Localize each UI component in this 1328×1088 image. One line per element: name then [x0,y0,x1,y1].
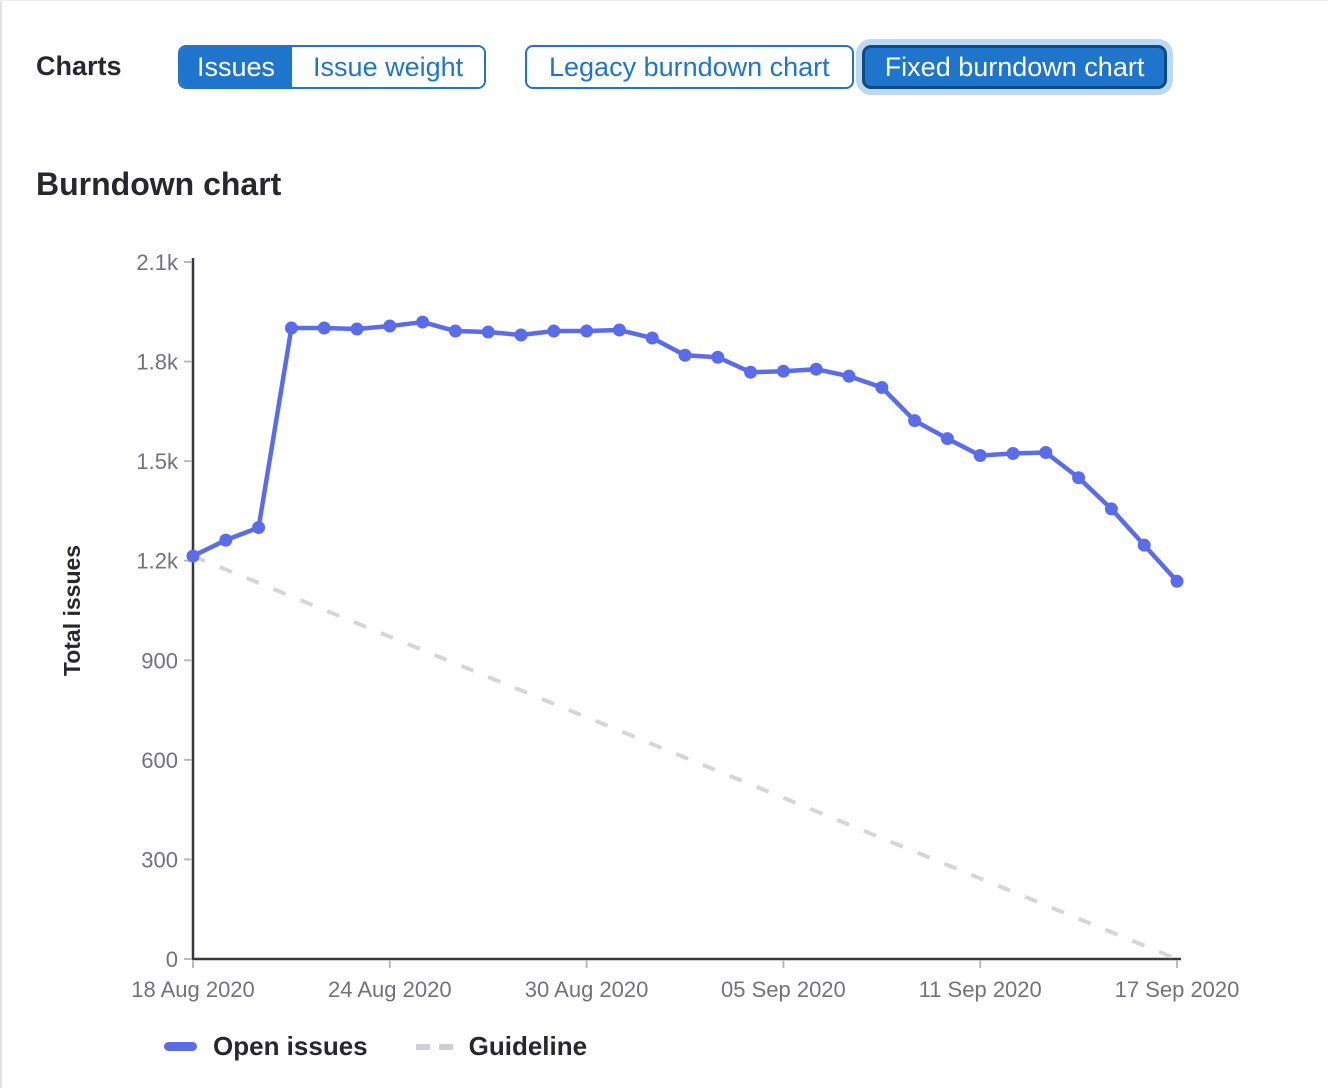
x-tick-label: 18 Aug 2020 [131,977,255,1002]
y-tick-label: 300 [141,847,178,872]
page-left-border [0,0,2,1088]
x-tick-label: 11 Sep 2020 [919,977,1042,1002]
legend-item-guideline[interactable]: Guideline [415,1031,588,1062]
open-issues-point[interactable] [711,350,725,364]
open-issues-point[interactable] [612,323,626,337]
guideline-line [192,554,1178,961]
x-tick-label: 17 Sep 2020 [1115,977,1240,1002]
open-issues-point[interactable] [1072,471,1086,485]
open-issues-point[interactable] [1039,446,1053,460]
issue-weight-button[interactable]: Issue weight [292,47,485,87]
open-issues-point[interactable] [842,369,856,383]
x-tick-label: 24 Aug 2020 [328,977,452,1002]
x-tick-label: 05 Sep 2020 [721,977,846,1002]
guideline-dash-swatch [415,1043,453,1050]
open-issues-point[interactable] [448,324,462,338]
legend-item-open-issues[interactable]: Open issues [164,1031,368,1062]
open-issues-point[interactable] [776,364,790,378]
legacy-burndown-chart-button[interactable]: Legacy burndown chart [525,45,854,89]
chart-type-toggle-group: Legacy burndown chart Fixed burndown cha… [525,45,1168,89]
page-top-border [0,0,1328,1]
open-issues-legend-label: Open issues [213,1031,368,1061]
open-issues-line-swatch [164,1042,197,1051]
open-issues-point[interactable] [252,521,266,535]
open-issues-point[interactable] [514,328,528,342]
burndown-chart-title: Burndown chart [36,166,282,202]
open-issues-point[interactable] [416,315,430,329]
open-issues-point[interactable] [219,533,233,547]
metric-toggle-group: Issues Issue weight [178,45,487,89]
open-issues-point[interactable] [1104,502,1118,516]
open-issues-point[interactable] [186,549,200,563]
open-issues-point[interactable] [350,322,364,336]
y-axis-title: Total issues [59,545,85,676]
open-issues-point[interactable] [744,365,758,379]
open-issues-point[interactable] [809,362,823,376]
y-tick-label: 1.5k [136,449,179,474]
y-tick-label: 0 [166,947,178,972]
fixed-burndown-chart-button[interactable]: Fixed burndown chart [861,45,1168,89]
chart-legend: Open issues Guideline [164,1031,587,1062]
open-issues-point[interactable] [284,321,298,335]
charts-label: Charts [36,51,122,81]
open-issues-point[interactable] [317,321,331,335]
issues-button[interactable]: Issues [180,47,293,87]
open-issues-point[interactable] [678,348,692,362]
y-tick-label: 1.8k [136,350,179,375]
open-issues-point[interactable] [973,449,987,463]
guideline-legend-label: Guideline [468,1031,588,1061]
open-issues-point[interactable] [1006,447,1020,461]
y-tick-label: 900 [141,648,178,673]
y-tick-label: 600 [141,748,178,773]
open-issues-point[interactable] [547,324,561,338]
open-issues-point[interactable] [645,331,659,345]
open-issues-point[interactable] [940,432,954,446]
open-issues-point[interactable] [908,414,922,428]
open-issues-point[interactable] [481,325,495,339]
open-issues-point[interactable] [383,319,397,333]
y-tick-label: 2.1k [136,250,179,275]
open-issues-point[interactable] [875,380,889,394]
open-issues-point[interactable] [1137,538,1151,552]
x-tick-label: 30 Aug 2020 [525,977,649,1002]
open-issues-point[interactable] [580,324,594,338]
y-tick-label: 1.2k [136,549,179,574]
open-issues-point[interactable] [1170,574,1184,588]
